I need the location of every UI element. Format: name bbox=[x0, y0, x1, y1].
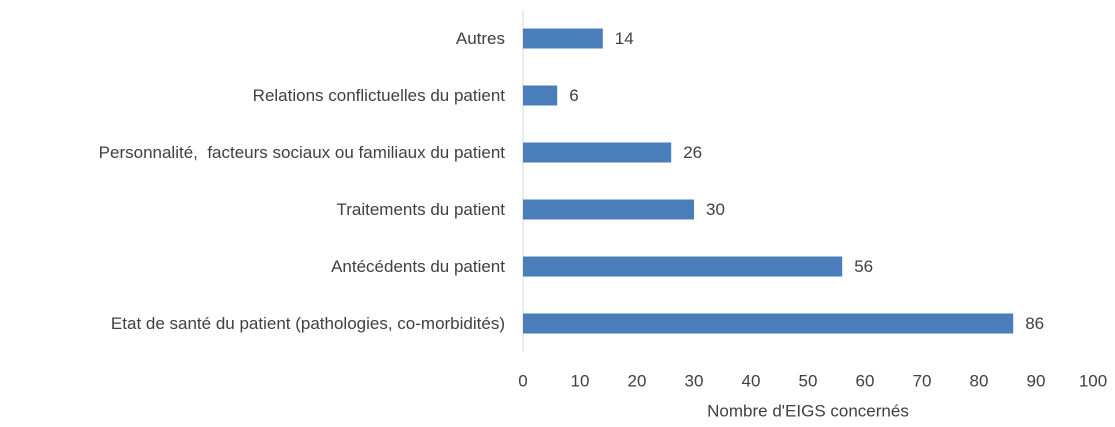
value-label: 14 bbox=[615, 29, 634, 48]
x-tick-label: 100 bbox=[1079, 371, 1107, 390]
bar bbox=[523, 28, 603, 49]
y-tick-label: Personnalité, facteurs sociaux ou famili… bbox=[98, 142, 505, 162]
y-tick-label: Autres bbox=[455, 28, 505, 48]
value-label: 6 bbox=[569, 86, 578, 105]
x-tick-label: 40 bbox=[742, 371, 761, 390]
value-label: 26 bbox=[683, 143, 702, 162]
x-tick-label: 80 bbox=[970, 371, 989, 390]
y-tick-label: Etat de santé du patient (pathologies, c… bbox=[110, 313, 505, 333]
value-label: 86 bbox=[1025, 314, 1044, 333]
x-tick-label: 90 bbox=[1027, 371, 1046, 390]
x-tick-label: 50 bbox=[799, 371, 818, 390]
x-tick-label: 60 bbox=[856, 371, 875, 390]
x-tick-label: 70 bbox=[913, 371, 932, 390]
value-label: 30 bbox=[706, 200, 725, 219]
bar bbox=[523, 85, 558, 106]
x-tick-label: 20 bbox=[628, 371, 647, 390]
x-tick-label: 10 bbox=[571, 371, 590, 390]
x-axis-label: Nombre d'EIGS concernés bbox=[707, 401, 909, 420]
bar bbox=[523, 199, 694, 220]
bar bbox=[523, 142, 672, 163]
y-tick-label: Relations conflictuelles du patient bbox=[252, 85, 505, 105]
bar bbox=[523, 256, 843, 277]
value-label: 56 bbox=[854, 257, 873, 276]
x-tick-label: 30 bbox=[685, 371, 704, 390]
bar bbox=[523, 313, 1014, 334]
x-tick-label: 0 bbox=[518, 371, 527, 390]
y-tick-label: Traitements du patient bbox=[336, 199, 505, 219]
y-tick-label: Antécédents du patient bbox=[331, 256, 505, 276]
